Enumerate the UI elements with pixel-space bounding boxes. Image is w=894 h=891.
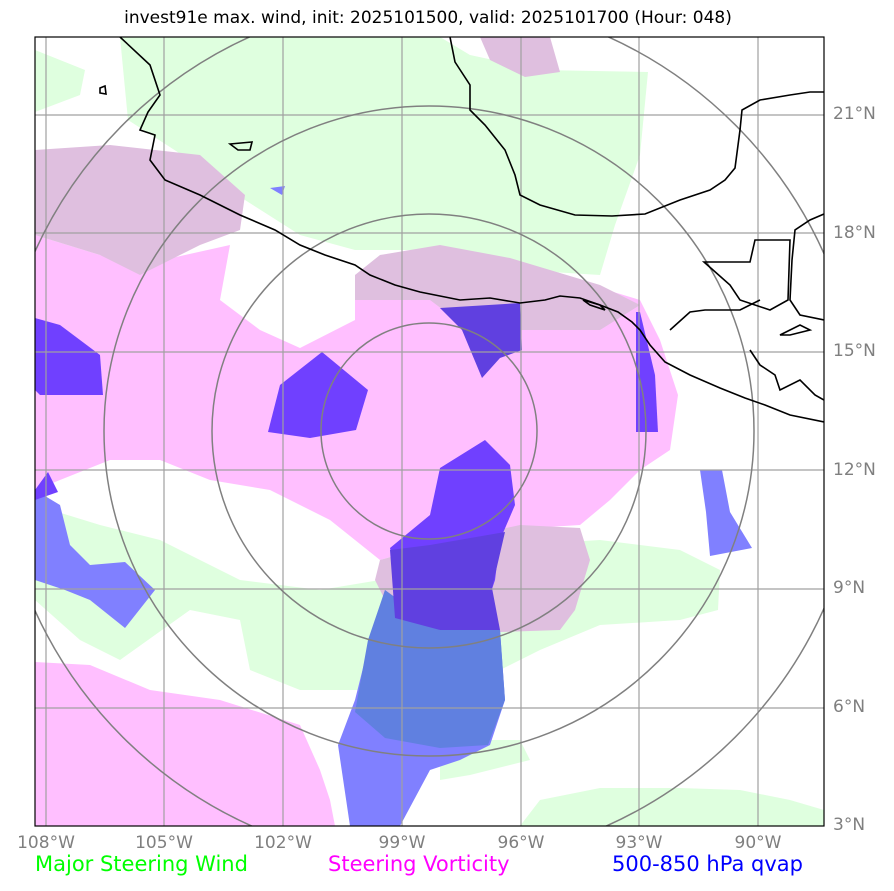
grid-lines <box>35 37 824 826</box>
lon-label-99w: 99°W <box>378 833 426 853</box>
lon-label-96w: 96°W <box>497 833 545 853</box>
lat-label-3n: 3°N <box>833 815 866 835</box>
legend-steering-vorticity: Steering Vorticity <box>328 852 510 876</box>
lon-label-108w: 108°W <box>17 833 75 853</box>
lat-label-15n: 15°N <box>833 341 876 361</box>
lat-label-21n: 21°N <box>833 104 876 124</box>
lon-label-102w: 102°W <box>254 833 312 853</box>
range-rings <box>35 37 824 826</box>
lat-label-12n: 12°N <box>833 460 876 480</box>
legend-qvap: 500-850 hPa qvap <box>612 852 803 876</box>
range-ring-1 <box>320 322 538 540</box>
range-ring-3 <box>103 105 755 757</box>
lon-label-90w: 90°W <box>734 833 782 853</box>
range-ring-2 <box>211 213 647 649</box>
map-frame <box>34 36 825 827</box>
coastline <box>99 37 824 423</box>
lon-label-105w: 105°W <box>135 833 193 853</box>
lat-label-18n: 18°N <box>833 223 876 243</box>
lat-label-9n: 9°N <box>833 578 866 598</box>
lat-label-6n: 6°N <box>833 697 866 717</box>
map-title: invest91e max. wind, init: 2025101500, v… <box>124 8 732 28</box>
legend-steering-wind: Major Steering Wind <box>35 852 248 876</box>
lon-label-93w: 93°W <box>615 833 663 853</box>
